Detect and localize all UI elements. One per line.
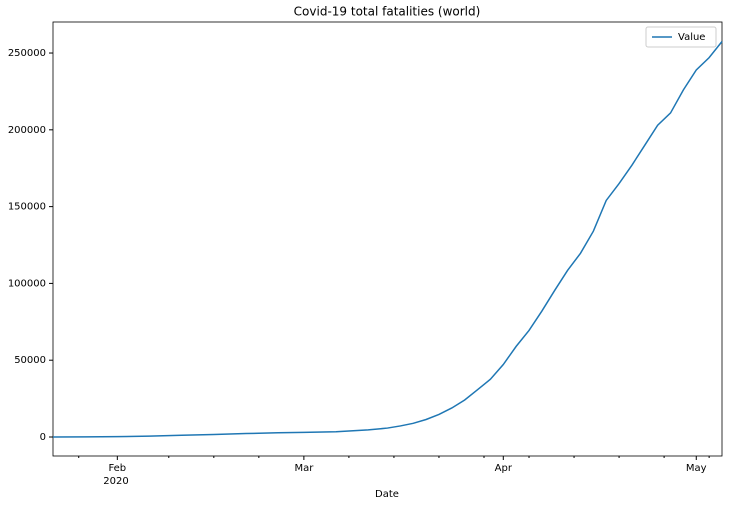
y-tick-label: 250000 [8, 48, 46, 59]
y-tick-label: 150000 [8, 202, 46, 213]
x-axis-label: Date [375, 489, 399, 500]
chart-title: Covid-19 total fatalities (world) [294, 5, 481, 19]
x-tick-label: May [686, 463, 707, 474]
x-year-label: 2020 [103, 476, 128, 487]
y-tick-label: 0 [40, 432, 46, 443]
y-tick-label: 50000 [14, 355, 46, 366]
legend-box [645, 26, 717, 48]
plot-frame [52, 21, 723, 457]
y-tick-label: 100000 [8, 278, 46, 289]
x-tick-label: Apr [495, 463, 513, 474]
x-tick-label: Feb [108, 463, 126, 474]
legend-label: Value [678, 32, 705, 43]
x-tick-label: Mar [294, 463, 314, 474]
y-tick-label: 200000 [8, 125, 46, 136]
data-line [52, 41, 723, 438]
